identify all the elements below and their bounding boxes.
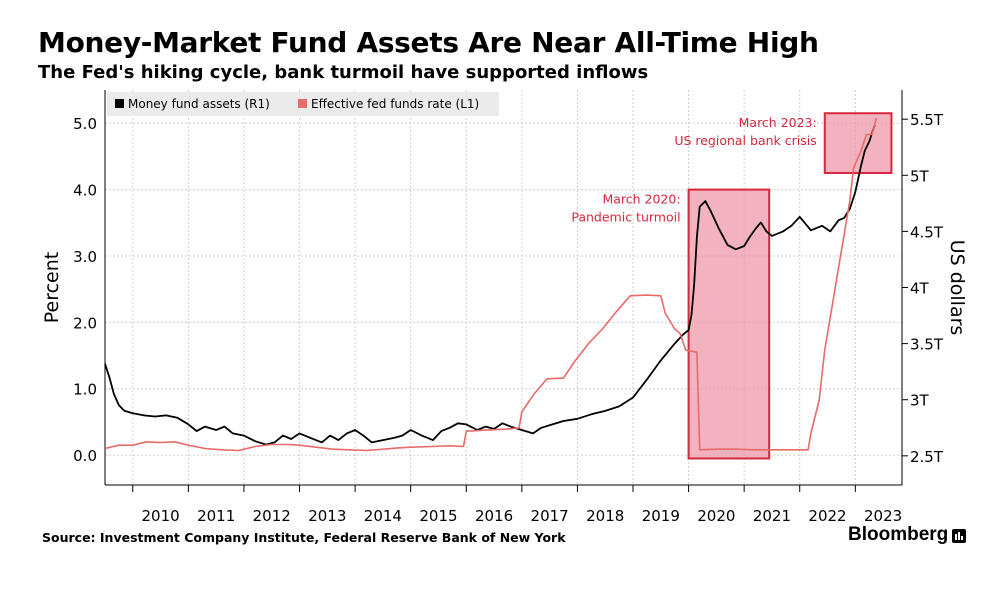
source-note: Source: Investment Company Institute, Fe…	[42, 530, 566, 545]
chart-subtitle: The Fed's hiking cycle, bank turmoil hav…	[38, 62, 649, 83]
x-tick-label: 2014	[364, 507, 402, 525]
left-tick-label: 5.0	[73, 115, 97, 133]
legend-label: Money fund assets (R1)	[128, 97, 270, 111]
right-tick-label: 3T	[910, 392, 930, 410]
left-tick-label: 1.0	[73, 381, 97, 399]
x-tick-label: 2018	[586, 507, 624, 525]
x-tick-label: 2010	[141, 507, 179, 525]
annotation-label: Pandemic turmoil	[571, 210, 680, 225]
annotation-label: US regional bank crisis	[674, 133, 816, 148]
x-tick-label: 2015	[419, 507, 457, 525]
chart-title: Money-Market Fund Assets Are Near All-Ti…	[38, 26, 819, 59]
x-tick-label: 2019	[642, 507, 680, 525]
right-tick-label: 4.5T	[910, 223, 944, 241]
right-tick-label: 4T	[910, 280, 930, 298]
right-tick-label: 5.5T	[910, 111, 944, 129]
right-tick-label: 2.5T	[910, 448, 944, 466]
x-tick-label: 2017	[531, 507, 569, 525]
right-tick-label: 3.5T	[910, 336, 944, 354]
left-tick-label: 0.0	[73, 447, 97, 465]
money-fund-assets-line	[104, 124, 876, 446]
x-tick-label: 2011	[197, 507, 235, 525]
x-tick-label: 2021	[753, 507, 791, 525]
x-tick-label: 2020	[697, 507, 735, 525]
annotation-label: March 2020:	[602, 192, 680, 207]
left-tick-label: 4.0	[73, 182, 97, 200]
fed-funds-rate-line	[104, 117, 878, 452]
right-tick-label: 5T	[910, 167, 930, 185]
legend-label: Effective fed funds rate (L1)	[311, 97, 479, 111]
highlight-box	[823, 112, 893, 174]
x-tick-label: 2012	[253, 507, 291, 525]
left-tick-label: 2.0	[73, 314, 97, 332]
left-tick-label: 3.0	[73, 248, 97, 266]
x-tick-label: 2013	[308, 507, 346, 525]
left-axis-title: Percent	[41, 252, 63, 324]
legend-swatch	[298, 99, 307, 108]
brand-logo-text: Bloomberg	[848, 524, 949, 545]
x-tick-label: 2023	[864, 507, 902, 525]
highlight-box	[687, 188, 771, 460]
x-tick-label: 2022	[808, 507, 846, 525]
bloomberg-terminal-icon	[952, 529, 966, 543]
legend: Money fund assets (R1) Effective fed fund…	[107, 92, 499, 116]
annotation-label: March 2023:	[739, 115, 817, 130]
legend-swatch	[115, 99, 124, 108]
x-tick-label: 2016	[475, 507, 513, 525]
chart-area: 0.0 1.0 2.0 3.0 4.0 5.0 2010 2011 2012 2013 2014 20…	[41, 90, 968, 525]
right-axis-title: US dollars	[946, 240, 968, 336]
